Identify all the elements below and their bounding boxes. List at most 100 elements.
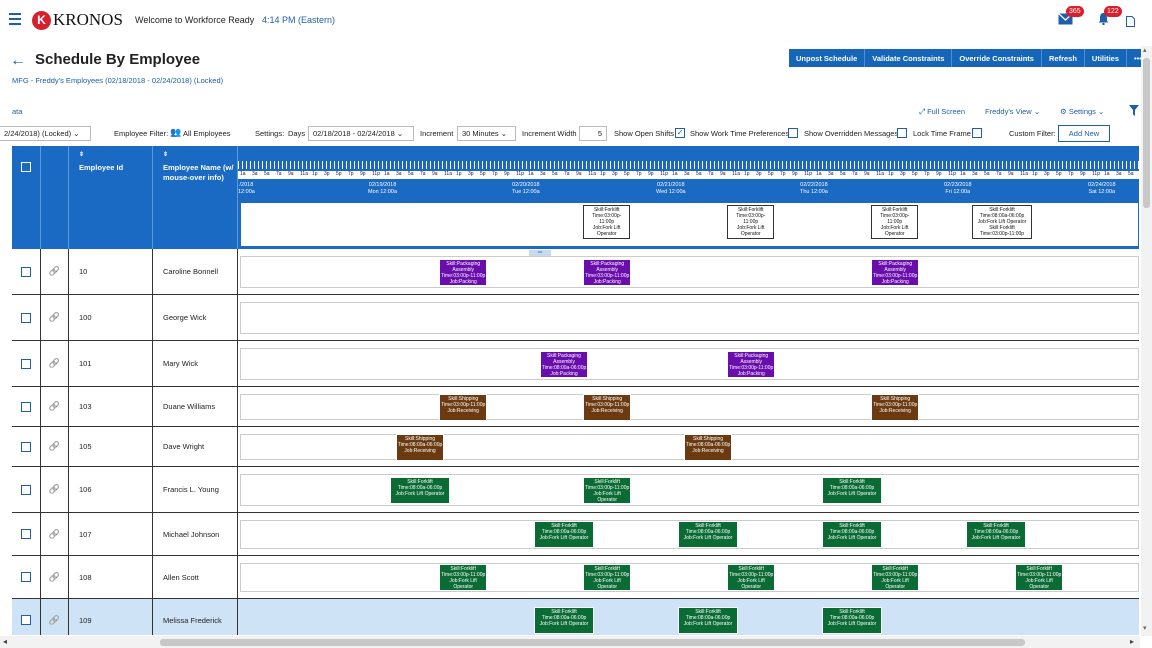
select-all-checkbox[interactable]	[21, 162, 31, 172]
kronos-logo[interactable]: K KRONOS	[32, 10, 123, 30]
schedule-select[interactable]: 2/24/2018) (Locked) ⌄	[0, 126, 91, 141]
data-link[interactable]: ata	[12, 107, 23, 116]
unpost-schedule-button[interactable]: Unpost Schedule	[789, 49, 866, 67]
shift-block[interactable]: Skill:Forklift Time:08:00a-06:00p Job:Fork…	[390, 477, 450, 504]
link-icon[interactable]: 🔗	[48, 614, 61, 625]
shift-block[interactable]: Skill:Packaging Assembly Time:03:00p-11:00…	[439, 259, 488, 286]
open-shift-card[interactable]: Skill:Forklift Time:03:00p- 11:00p Job:Fork…	[583, 205, 631, 239]
override-constraints-button[interactable]: Override Constraints	[952, 49, 1042, 67]
shift-block[interactable]: Skill:Shipping Time:08:00a-06:00p Job:Rece…	[684, 434, 732, 461]
shift-lane[interactable]	[240, 348, 1139, 380]
shift-lane[interactable]	[240, 563, 1139, 592]
document-icon[interactable]	[1126, 14, 1135, 32]
shift-block[interactable]: Skill:Shipping Time:03:00p-11:00p Job:Rece…	[583, 394, 632, 421]
show-open-shifts-checkbox[interactable]: ✓	[675, 128, 685, 138]
row-checkbox[interactable]	[21, 401, 31, 412]
full-screen-link[interactable]: ⤢ Full Screen	[919, 107, 966, 116]
employee-name-cell[interactable]: Duane Williams	[153, 387, 238, 426]
shift-block[interactable]: Skill:Forklift Time:08:00a-06:00p Job:Fork…	[822, 607, 882, 634]
employee-name-cell[interactable]: George Wick	[153, 295, 238, 340]
employee-filter-value[interactable]: All Employees	[183, 129, 231, 138]
mail-icon[interactable]: 365	[1058, 6, 1084, 30]
shift-block[interactable]: Skill:Packaging Assembly Time:08:00a-06:00…	[540, 351, 588, 378]
vertical-scroll-thumb[interactable]	[1143, 58, 1150, 208]
shift-block[interactable]: Skill:Forklift Time:03:00p-11:00p Job:Fork…	[871, 564, 920, 591]
row-checkbox[interactable]	[21, 312, 31, 323]
scroll-left-icon[interactable]: ◂	[3, 637, 8, 646]
shift-block[interactable]: Skill:Forklift Time:08:00a-06:00p Job:Fork…	[966, 521, 1026, 548]
shift-block[interactable]: Skill:Forklift Time:08:00a-06:00p Job:Fork…	[678, 607, 738, 634]
link-icon[interactable]: 🔗	[48, 358, 61, 368]
shift-block[interactable]: Skill:Forklift Time:08:00a-06:00p Job:Fork…	[534, 607, 594, 634]
horizontal-scroll-thumb[interactable]	[160, 639, 1025, 646]
shift-block[interactable]: Skill:Shipping Time:08:00a-06:00p Job:Rece…	[396, 434, 444, 461]
shift-lane[interactable]	[240, 256, 1139, 288]
row-checkbox[interactable]	[21, 358, 31, 369]
resize-handle[interactable]: ═	[529, 250, 551, 258]
employee-name-cell[interactable]: Michael Johnson	[153, 513, 238, 555]
scroll-up-icon[interactable]: ▴	[1143, 47, 1147, 54]
shift-block[interactable]: Skill:Forklift Time:08:00a-06:00p Job:Fork…	[822, 477, 882, 504]
shift-block[interactable]: Skill:Forklift Time:08:00a-06:00p Job:Fork…	[822, 521, 882, 548]
bell-icon[interactable]: 122	[1097, 6, 1122, 30]
employee-name-cell[interactable]: Dave Wright	[153, 427, 238, 466]
shift-block[interactable]: Skill:Forklift Time:03:00p-11:00p Job:Fork…	[727, 564, 776, 591]
shift-block[interactable]: Skill:Packaging Assembly Time:03:00p-11:00…	[727, 351, 776, 378]
shift-block[interactable]: Skill:Shipping Time:03:00p-11:00p Job:Rece…	[439, 394, 488, 421]
row-checkbox[interactable]	[21, 529, 31, 539]
back-arrow-icon[interactable]: ←	[10, 52, 26, 69]
filter-icon[interactable]	[1129, 105, 1139, 118]
row-checkbox[interactable]	[21, 441, 31, 452]
link-icon[interactable]: 🔗	[48, 571, 61, 582]
hamburger-icon[interactable]	[9, 13, 21, 25]
open-shift-card[interactable]: Skill:Forklift Time:03:00p- 11:00p Job:Fork…	[727, 205, 775, 239]
shift-block[interactable]: Skill:Forklift Time:03:00p-11:00p Job:Fork…	[583, 477, 632, 504]
lock-time-frame-checkbox[interactable]	[972, 128, 982, 138]
increment-width-input[interactable]: 5	[579, 126, 607, 141]
date-range-select[interactable]: 02/18/2018 - 02/24/2018 ⌄	[308, 126, 414, 141]
employee-name-cell[interactable]: Allen Scott	[153, 556, 238, 598]
open-shift-card[interactable]: Skill:Forklift Time:03:00p- 11:00p Job:Fork…	[871, 205, 919, 239]
employee-name-cell[interactable]: Caroline Bonnell	[153, 249, 238, 294]
validate-constraints-button[interactable]: Validate Constraints	[865, 49, 953, 67]
link-icon[interactable]: 🔗	[48, 266, 61, 276]
show-overridden-checkbox[interactable]	[897, 128, 907, 138]
add-new-button[interactable]: Add New	[1058, 125, 1110, 142]
row-checkbox[interactable]	[21, 266, 31, 277]
employee-id-header[interactable]: ⇕ Employee Id	[69, 146, 153, 249]
view-selector[interactable]: Freddy's View ⌄	[985, 107, 1041, 116]
shift-block[interactable]: Skill:Forklift Time:08:00a-06:00p Job:Fork…	[534, 521, 594, 548]
settings-menu[interactable]: ⚙ Settings ⌄	[1060, 107, 1105, 116]
link-icon[interactable]: 🔗	[48, 401, 61, 411]
row-checkbox[interactable]	[21, 484, 31, 495]
scroll-right-icon[interactable]: ▸	[1130, 637, 1135, 646]
shift-lane[interactable]	[240, 474, 1139, 506]
employee-name-cell[interactable]: Melissa Frederick	[153, 599, 238, 635]
schedule-subtitle[interactable]: MFG - Freddy's Employees (02/18/2018 - 0…	[12, 76, 224, 85]
scroll-down-icon[interactable]: ▾	[1143, 625, 1147, 632]
row-checkbox[interactable]	[21, 572, 31, 582]
shift-block[interactable]: Skill:Forklift Time:03:00p-11:00p Job:Fork…	[1015, 564, 1064, 591]
employee-name-cell[interactable]: Mary Wick	[153, 341, 238, 386]
row-checkbox[interactable]	[21, 615, 31, 625]
shift-block[interactable]: Skill:Shipping Time:03:00p-11:00p Job:Rece…	[871, 394, 920, 421]
link-icon[interactable]: 🔗	[48, 528, 61, 539]
shift-block[interactable]: Skill:Packaging Assembly Time:03:00p-11:00…	[583, 259, 632, 286]
increment-select[interactable]: 30 Minutes ⌄	[457, 126, 516, 141]
open-shift-card[interactable]: Skill:Forklift Time:08:00a-06:00p Job:Fork…	[972, 205, 1032, 239]
shift-block[interactable]: Skill:Forklift Time:03:00p-11:00p Job:Fork…	[439, 564, 488, 591]
shift-block[interactable]: Skill:Forklift Time:03:00p-11:00p Job:Fork…	[583, 564, 632, 591]
employee-name-cell[interactable]: Francis L. Young	[153, 467, 238, 512]
shift-lane[interactable]	[240, 302, 1139, 334]
shift-block[interactable]: Skill:Forklift Time:08:00a-06:00p Job:Fork…	[678, 521, 738, 548]
link-icon[interactable]: 🔗	[48, 441, 61, 451]
show-work-time-checkbox[interactable]	[788, 128, 798, 138]
employee-name-header[interactable]: ⇕ Employee Name (w/ mouse-over info)	[153, 146, 238, 249]
link-icon[interactable]: 🔗	[48, 312, 61, 322]
link-icon[interactable]: 🔗	[48, 484, 61, 494]
shift-lane[interactable]	[240, 394, 1139, 420]
vertical-scrollbar[interactable]: ▴ ▾	[1141, 46, 1152, 636]
shift-block[interactable]: Skill:Packaging Assembly Time:03:00p-11:00…	[871, 259, 920, 286]
utilities-button[interactable]: Utilities	[1084, 49, 1128, 67]
horizontal-scrollbar[interactable]: ◂ ▸	[0, 636, 1140, 648]
